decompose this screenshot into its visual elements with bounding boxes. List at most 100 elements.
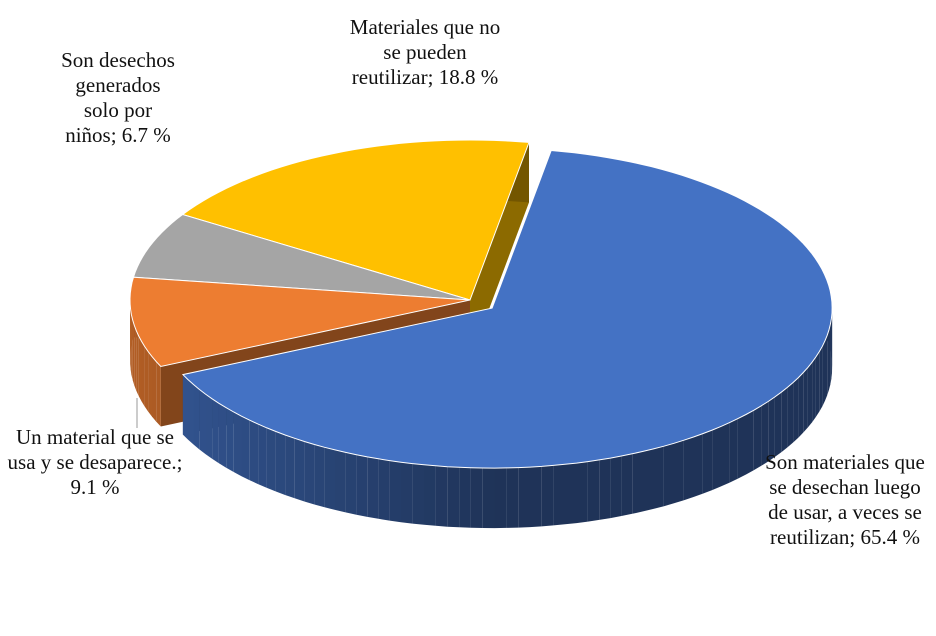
- slice-side: [212, 398, 219, 464]
- data-label: Un material que se usa y se desaparece.;…: [0, 425, 190, 500]
- slice-side: [226, 407, 234, 472]
- slice-side: [830, 318, 832, 385]
- slice-side: [470, 467, 483, 528]
- slice-side: [285, 435, 295, 499]
- slice-side: [136, 330, 139, 396]
- slice-side: [541, 465, 554, 527]
- slice-side: [674, 440, 684, 504]
- slice-side: [610, 456, 622, 519]
- slice-side: [459, 467, 471, 528]
- slice-side: [632, 451, 643, 514]
- slice-side: [144, 346, 149, 412]
- slice-side: [199, 389, 206, 455]
- slice-side: [753, 405, 762, 471]
- slice-side: [401, 462, 413, 524]
- slice-side: [812, 356, 816, 423]
- slice-side: [494, 467, 507, 529]
- slice-side: [587, 459, 600, 522]
- slice-side: [518, 467, 530, 528]
- slice-side: [324, 447, 335, 510]
- slice-side: [822, 340, 825, 407]
- category-name: Un material que se usa y se desaparece.: [7, 425, 177, 474]
- slice-side: [152, 356, 157, 422]
- slice-top: [181, 149, 833, 469]
- slice-side: [798, 372, 804, 438]
- slice-side: [156, 361, 161, 427]
- slice-side: [599, 458, 611, 520]
- slice-side: [565, 463, 577, 525]
- slice-side: [643, 448, 654, 512]
- slice-side: [621, 453, 633, 516]
- slice-side: [827, 329, 829, 396]
- slice-side: [275, 431, 286, 495]
- slice-side: [553, 464, 565, 526]
- slice-side: [356, 454, 368, 517]
- slice-side: [314, 444, 325, 508]
- slice-side: [389, 460, 401, 523]
- slice-side: [193, 384, 200, 450]
- slice-side: [241, 416, 250, 481]
- slice-side: [506, 467, 519, 528]
- slice-side: [482, 468, 495, 529]
- slice-side: [138, 336, 142, 402]
- slice-side: [761, 401, 769, 466]
- data-label: Son materiales que se desechan luego de …: [760, 450, 930, 550]
- slice-side: [335, 449, 346, 513]
- slice-side: [653, 446, 664, 509]
- slice-side: [576, 461, 588, 524]
- slice-side: [721, 422, 730, 487]
- slice-side: [345, 452, 357, 515]
- slice-side: [683, 437, 694, 501]
- slice-top: [129, 276, 471, 368]
- slice-side: [294, 438, 305, 502]
- slice-side: [378, 458, 390, 521]
- slice-side: [746, 410, 754, 475]
- slice-side: [815, 351, 820, 417]
- slice-side: [188, 379, 194, 445]
- data-label: Materiales que no se pueden reutilizar; …: [340, 15, 510, 90]
- slice-side: [825, 335, 828, 401]
- slice-side: [182, 374, 188, 440]
- slice-side: [793, 377, 799, 443]
- slice-side: [807, 362, 813, 428]
- data-label: Son desechos generados solo por niños; 6…: [58, 48, 178, 148]
- category-name: Son materiales que se desechan luego de …: [765, 450, 925, 549]
- value-label: 65.4 %: [860, 525, 920, 549]
- slice: [181, 149, 833, 529]
- slice-side: [447, 466, 460, 528]
- slice-side: [774, 392, 782, 457]
- slice-top: [181, 139, 530, 301]
- label-separator: ;: [176, 450, 183, 474]
- slice-side: [249, 420, 259, 485]
- slice-side: [787, 382, 794, 448]
- slice-side: [781, 387, 788, 453]
- slice-side: [304, 441, 315, 505]
- slice-side: [205, 394, 213, 459]
- slice-side: [819, 346, 823, 412]
- slice-side: [134, 325, 137, 391]
- slice-side: [412, 463, 424, 525]
- label-separator: ;: [110, 123, 122, 147]
- value-label: 18.8 %: [438, 65, 499, 89]
- slice-side: [729, 418, 738, 483]
- slice-side: [233, 412, 242, 477]
- slice-side: [435, 465, 448, 527]
- category-name: Son desechos generados solo por niños: [61, 48, 175, 147]
- slice-side: [218, 403, 227, 468]
- slice-side: [829, 324, 831, 390]
- value-label: 9.1 %: [70, 475, 120, 499]
- slice-side: [266, 427, 276, 492]
- slice-side: [831, 313, 832, 379]
- value-label: 6.7 %: [121, 123, 171, 147]
- slice-side: [693, 433, 703, 497]
- slice-side: [148, 351, 152, 417]
- category-name: Materiales que no se pueden reutilizar: [349, 15, 501, 89]
- slice-side: [663, 443, 674, 507]
- slice-side: [712, 426, 721, 491]
- slice-side: [530, 466, 542, 528]
- slice-side: [737, 414, 746, 479]
- slice-side: [702, 430, 713, 494]
- slice-side: [424, 464, 436, 526]
